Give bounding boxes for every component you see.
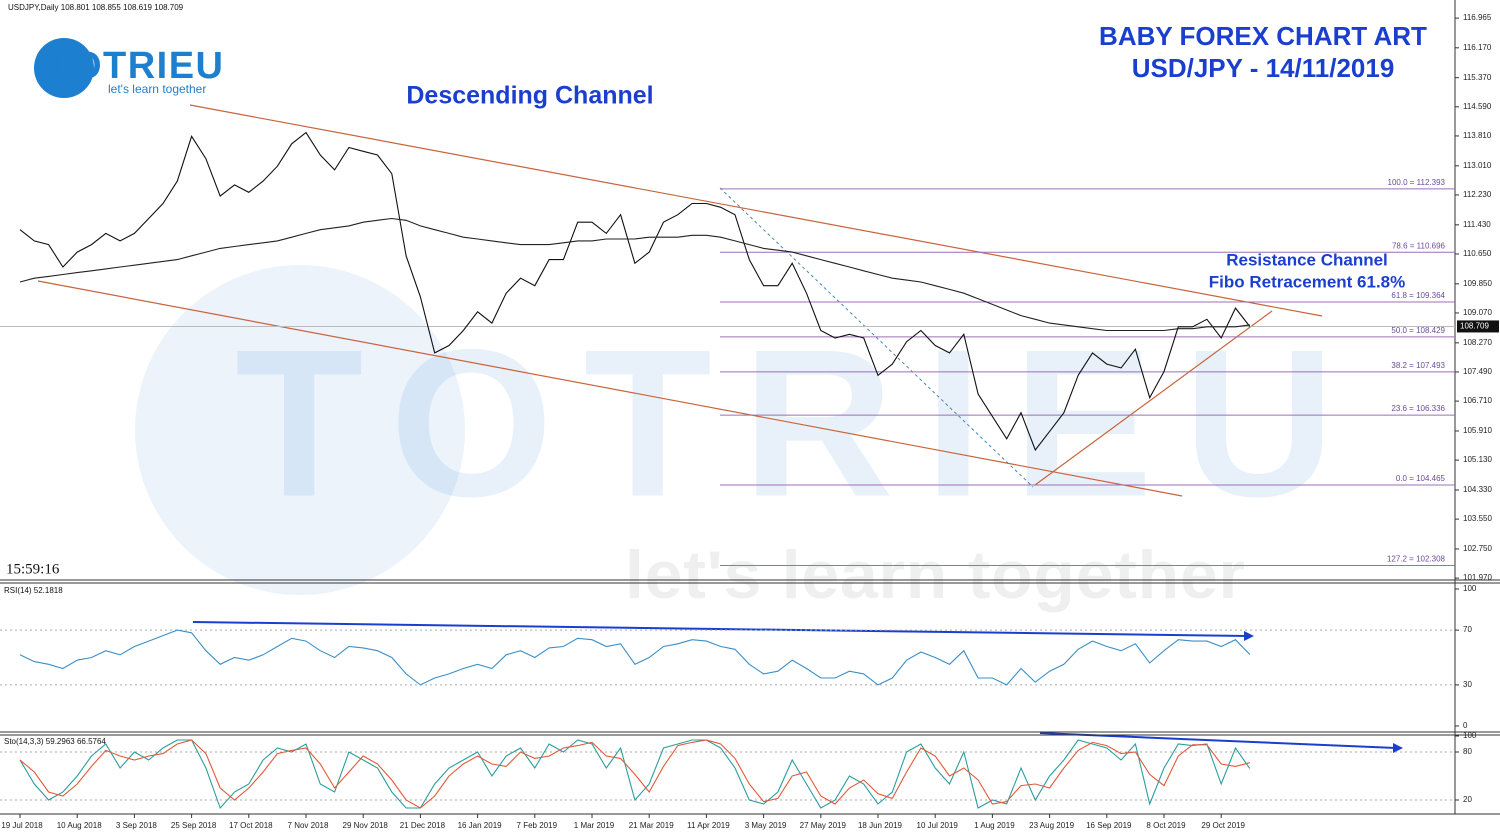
- y-tick-label: 107.490: [1463, 367, 1492, 376]
- x-tick-label: 8 Oct 2019: [1146, 821, 1186, 830]
- y-tick-label: 103.550: [1463, 514, 1492, 523]
- x-tick-label: 1 Aug 2019: [974, 821, 1015, 830]
- logo-brand: TOTRIEU: [48, 45, 223, 87]
- x-tick-label: 18 Jun 2019: [858, 821, 903, 830]
- x-tick-label: 7 Feb 2019: [517, 821, 558, 830]
- stoch-header: Sto(14,3,3) 59.2963 66.5764: [4, 737, 106, 746]
- series-line: [19, 739, 1251, 810]
- annotation: Descending Channel: [406, 82, 653, 110]
- x-tick-label: 10 Aug 2018: [57, 821, 102, 830]
- y-tick-label: 105.910: [1463, 426, 1492, 435]
- arrow-head: [1393, 743, 1403, 753]
- y-tick-label: 116.170: [1463, 43, 1492, 52]
- y-tick-label: 80: [1463, 747, 1472, 756]
- watermark-circle: [135, 265, 465, 595]
- y-tick-label: 0: [1463, 721, 1468, 730]
- y-tick-label: 102.750: [1463, 544, 1492, 553]
- y-tick-label: 110.650: [1463, 249, 1492, 258]
- fibo-label: 78.6 = 110.696: [1392, 241, 1446, 250]
- series-line: [19, 217, 1250, 332]
- x-tick-label: 23 Aug 2019: [1029, 821, 1074, 830]
- y-tick-label: 109.070: [1463, 308, 1492, 317]
- y-tick-label: 100: [1463, 731, 1477, 740]
- y-tick-label: 108.270: [1463, 338, 1492, 347]
- x-tick-label: 27 May 2019: [800, 821, 847, 830]
- channel-lower: [37, 280, 1183, 497]
- y-tick-label: 116.965: [1463, 13, 1492, 22]
- last-price-label: 108.709: [1460, 322, 1489, 331]
- fibo-label: 127.2 = 102.308: [1387, 555, 1446, 564]
- x-tick-label: 10 Jul 2019: [917, 821, 959, 830]
- divergence-line: [192, 621, 1249, 637]
- x-tick-label: 17 Oct 2018: [229, 821, 273, 830]
- y-tick-label: 20: [1463, 795, 1472, 804]
- symbol-header: USDJPY,Daily 108.801 108.855 108.619 108…: [8, 3, 184, 12]
- x-tick-label: 11 Apr 2019: [687, 821, 730, 830]
- logo-slogan: let's learn together: [108, 82, 206, 96]
- y-tick-label: 114.590: [1463, 102, 1492, 111]
- y-tick-label: 30: [1463, 680, 1472, 689]
- series-line: [19, 629, 1251, 686]
- x-tick-label: 1 Mar 2019: [574, 821, 615, 830]
- series-line: [19, 131, 1251, 452]
- series-line: [19, 739, 1250, 809]
- y-tick-label: 100: [1463, 584, 1477, 593]
- y-tick-label: 104.330: [1463, 485, 1492, 494]
- rsi-header: RSI(14) 52.1818: [4, 586, 63, 595]
- fibo-label: 61.8 = 109.364: [1391, 291, 1445, 300]
- chart-title: BABY FOREX CHART ART: [1099, 21, 1427, 51]
- annotation: Resistance Channel: [1226, 250, 1388, 269]
- annotation: Fibo Retracement 61.8%: [1209, 272, 1406, 291]
- y-tick-label: 111.430: [1463, 220, 1491, 229]
- y-tick-label: 112.230: [1463, 190, 1492, 199]
- watermark-slogan: let's learn together: [625, 537, 1245, 613]
- x-tick-label: 21 Mar 2019: [629, 821, 674, 830]
- watermark-brand: TOTRIEU: [235, 305, 1335, 540]
- logo-circle: [34, 38, 94, 98]
- y-tick-label: 101.970: [1463, 573, 1492, 582]
- x-tick-label: 16 Jan 2019: [458, 821, 503, 830]
- fibo-label: 23.6 = 106.336: [1391, 404, 1445, 413]
- drawings: [37, 104, 1403, 753]
- arrow-head: [1244, 631, 1254, 641]
- x-tick-label: 3 May 2019: [745, 821, 787, 830]
- y-tick-label: 106.710: [1463, 396, 1492, 405]
- x-tick-label: 3 Sep 2018: [116, 821, 157, 830]
- x-tick-label: 25 Sep 2018: [171, 821, 217, 830]
- y-tick-label: 113.010: [1463, 161, 1492, 170]
- x-tick-label: 7 Nov 2018: [288, 821, 329, 830]
- channel-upper: [189, 104, 1323, 317]
- y-tick-label: 109.850: [1463, 279, 1492, 288]
- clock: 15:59:16: [6, 561, 60, 577]
- x-tick-label: 29 Oct 2019: [1201, 821, 1245, 830]
- y-tick-label: 70: [1463, 625, 1472, 634]
- y-tick-label: 115.370: [1463, 73, 1492, 82]
- fibo-label: 0.0 = 104.465: [1396, 474, 1446, 483]
- x-tick-label: 29 Nov 2018: [343, 821, 389, 830]
- y-tick-label: 113.810: [1463, 131, 1492, 140]
- support-line: [1034, 310, 1273, 486]
- fibo-diagonal: [719, 187, 1034, 488]
- x-tick-label: 19 Jul 2018: [1, 821, 43, 830]
- y-tick-label: 105.130: [1463, 455, 1492, 464]
- last-price-box: [1457, 320, 1499, 333]
- fibo-label: 38.2 = 107.493: [1391, 361, 1445, 370]
- x-tick-label: 21 Dec 2018: [400, 821, 446, 830]
- fibo-label: 100.0 = 112.393: [1388, 178, 1446, 187]
- x-tick-label: 16 Sep 2019: [1086, 821, 1132, 830]
- chart-subtitle: USD/JPY - 14/11/2019: [1132, 53, 1395, 83]
- fibo-label: 50.0 = 108.429: [1391, 326, 1445, 335]
